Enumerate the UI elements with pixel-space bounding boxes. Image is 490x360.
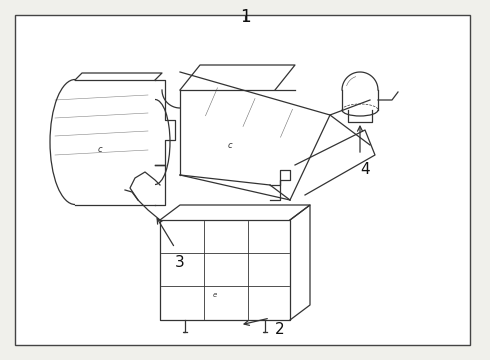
FancyBboxPatch shape — [15, 15, 470, 345]
Text: 2: 2 — [275, 322, 285, 337]
Text: e: e — [213, 292, 217, 298]
Text: 4: 4 — [360, 162, 370, 177]
Text: 3: 3 — [175, 255, 185, 270]
Text: 1: 1 — [240, 8, 250, 26]
Text: c: c — [98, 145, 102, 154]
Text: c: c — [228, 140, 232, 149]
